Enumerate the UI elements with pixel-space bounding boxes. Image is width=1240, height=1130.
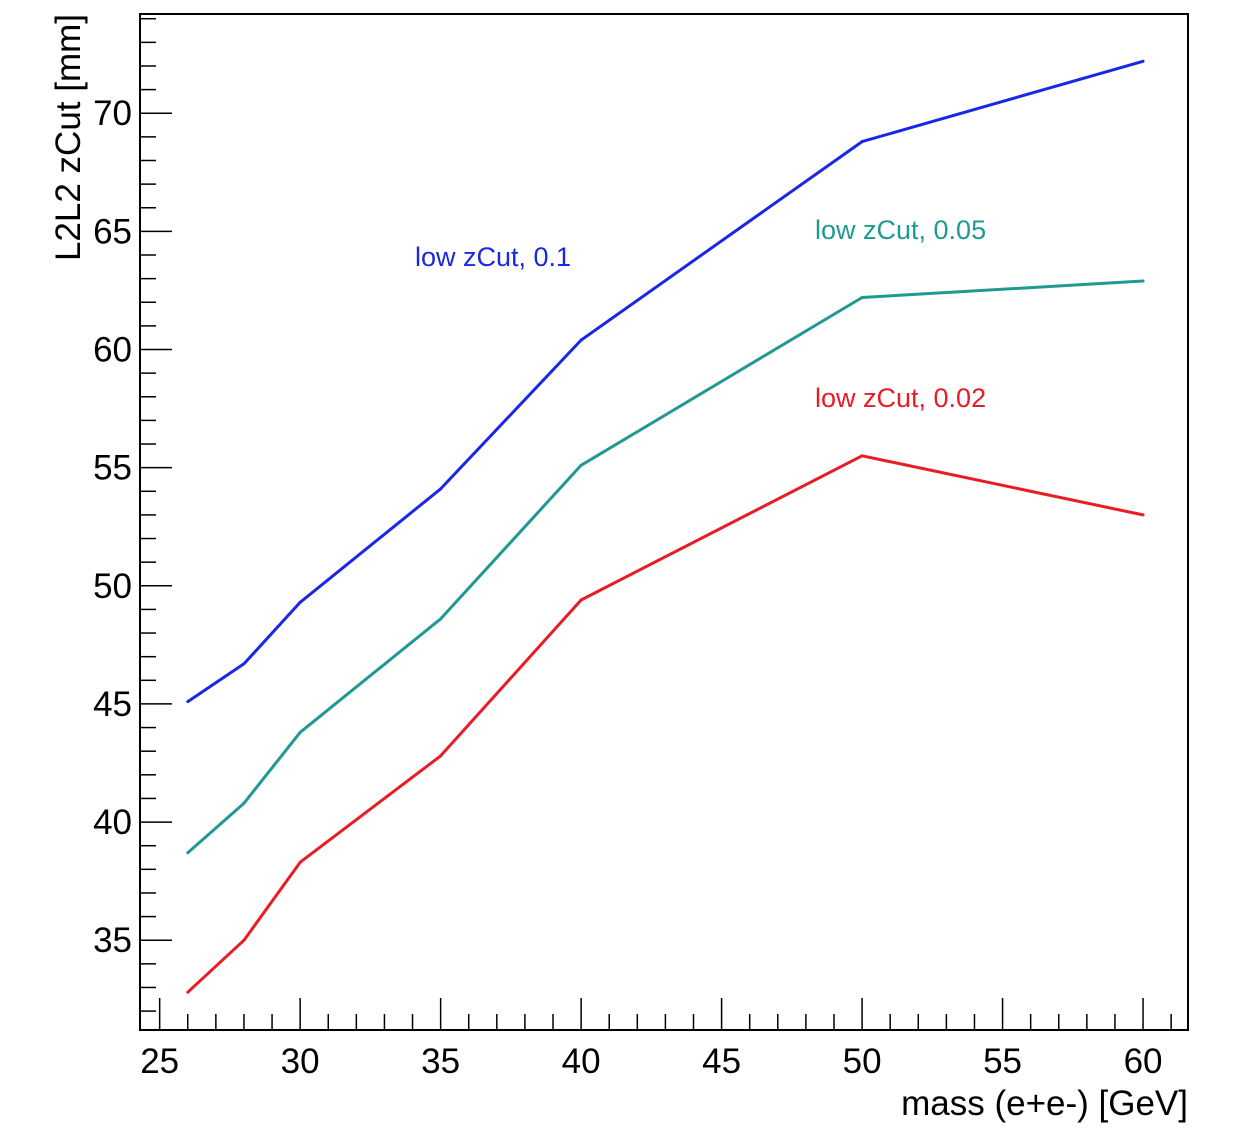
series-lines bbox=[186, 59, 1145, 994]
y-tick-label: 55 bbox=[93, 449, 132, 488]
data-point bbox=[579, 338, 583, 342]
x-tick-label: 25 bbox=[140, 1042, 179, 1081]
x-tick-label: 30 bbox=[281, 1042, 320, 1081]
series-label-3: low zCut, 0.02 bbox=[815, 383, 986, 413]
x-tick-label: 60 bbox=[1124, 1042, 1163, 1081]
data-point bbox=[186, 851, 190, 855]
data-point bbox=[186, 700, 190, 704]
data-point bbox=[579, 463, 583, 467]
x-tick-label: 55 bbox=[983, 1042, 1022, 1081]
y-axis-label: L2L2 zCut [mm] bbox=[49, 14, 88, 261]
x-tick-label: 45 bbox=[702, 1042, 741, 1081]
data-point bbox=[242, 938, 246, 942]
y-tick-label: 65 bbox=[93, 212, 132, 251]
data-point bbox=[242, 801, 246, 805]
data-point bbox=[186, 990, 190, 994]
data-point bbox=[298, 860, 302, 864]
data-point bbox=[439, 754, 443, 758]
x-tick-label: 50 bbox=[843, 1042, 882, 1081]
data-point bbox=[860, 296, 864, 300]
data-point bbox=[298, 730, 302, 734]
series-label-1: low zCut, 0.1 bbox=[415, 242, 571, 272]
data-point bbox=[860, 140, 864, 144]
x-axis-label: mass (e+e-) [GeV] bbox=[901, 1084, 1188, 1123]
y-tick-label: 50 bbox=[93, 567, 132, 606]
data-point bbox=[439, 617, 443, 621]
series-labels: low zCut, 0.1 low zCut, 0.05 low zCut, 0.0… bbox=[415, 215, 986, 413]
y-tick-label: 70 bbox=[93, 94, 132, 133]
tick-labels: 25 30 35 40 45 50 55 60 35 40 45 50 55 60 65 70 bbox=[93, 94, 1162, 1081]
axis-ticks bbox=[140, 17, 1172, 1030]
data-point bbox=[242, 662, 246, 666]
data-point bbox=[579, 598, 583, 602]
data-point bbox=[1141, 513, 1145, 517]
y-tick-label: 40 bbox=[93, 803, 132, 842]
data-point bbox=[439, 487, 443, 491]
y-tick-label: 60 bbox=[93, 331, 132, 370]
data-point bbox=[860, 454, 864, 458]
data-point bbox=[298, 600, 302, 604]
plot-frame bbox=[139, 13, 1189, 1031]
data-point bbox=[1141, 59, 1145, 63]
x-tick-label: 35 bbox=[421, 1042, 460, 1081]
y-tick-label: 35 bbox=[93, 921, 132, 960]
series-label-2: low zCut, 0.05 bbox=[815, 215, 986, 245]
y-tick-label: 45 bbox=[93, 685, 132, 724]
data-point bbox=[1141, 279, 1145, 283]
x-tick-label: 40 bbox=[562, 1042, 601, 1081]
